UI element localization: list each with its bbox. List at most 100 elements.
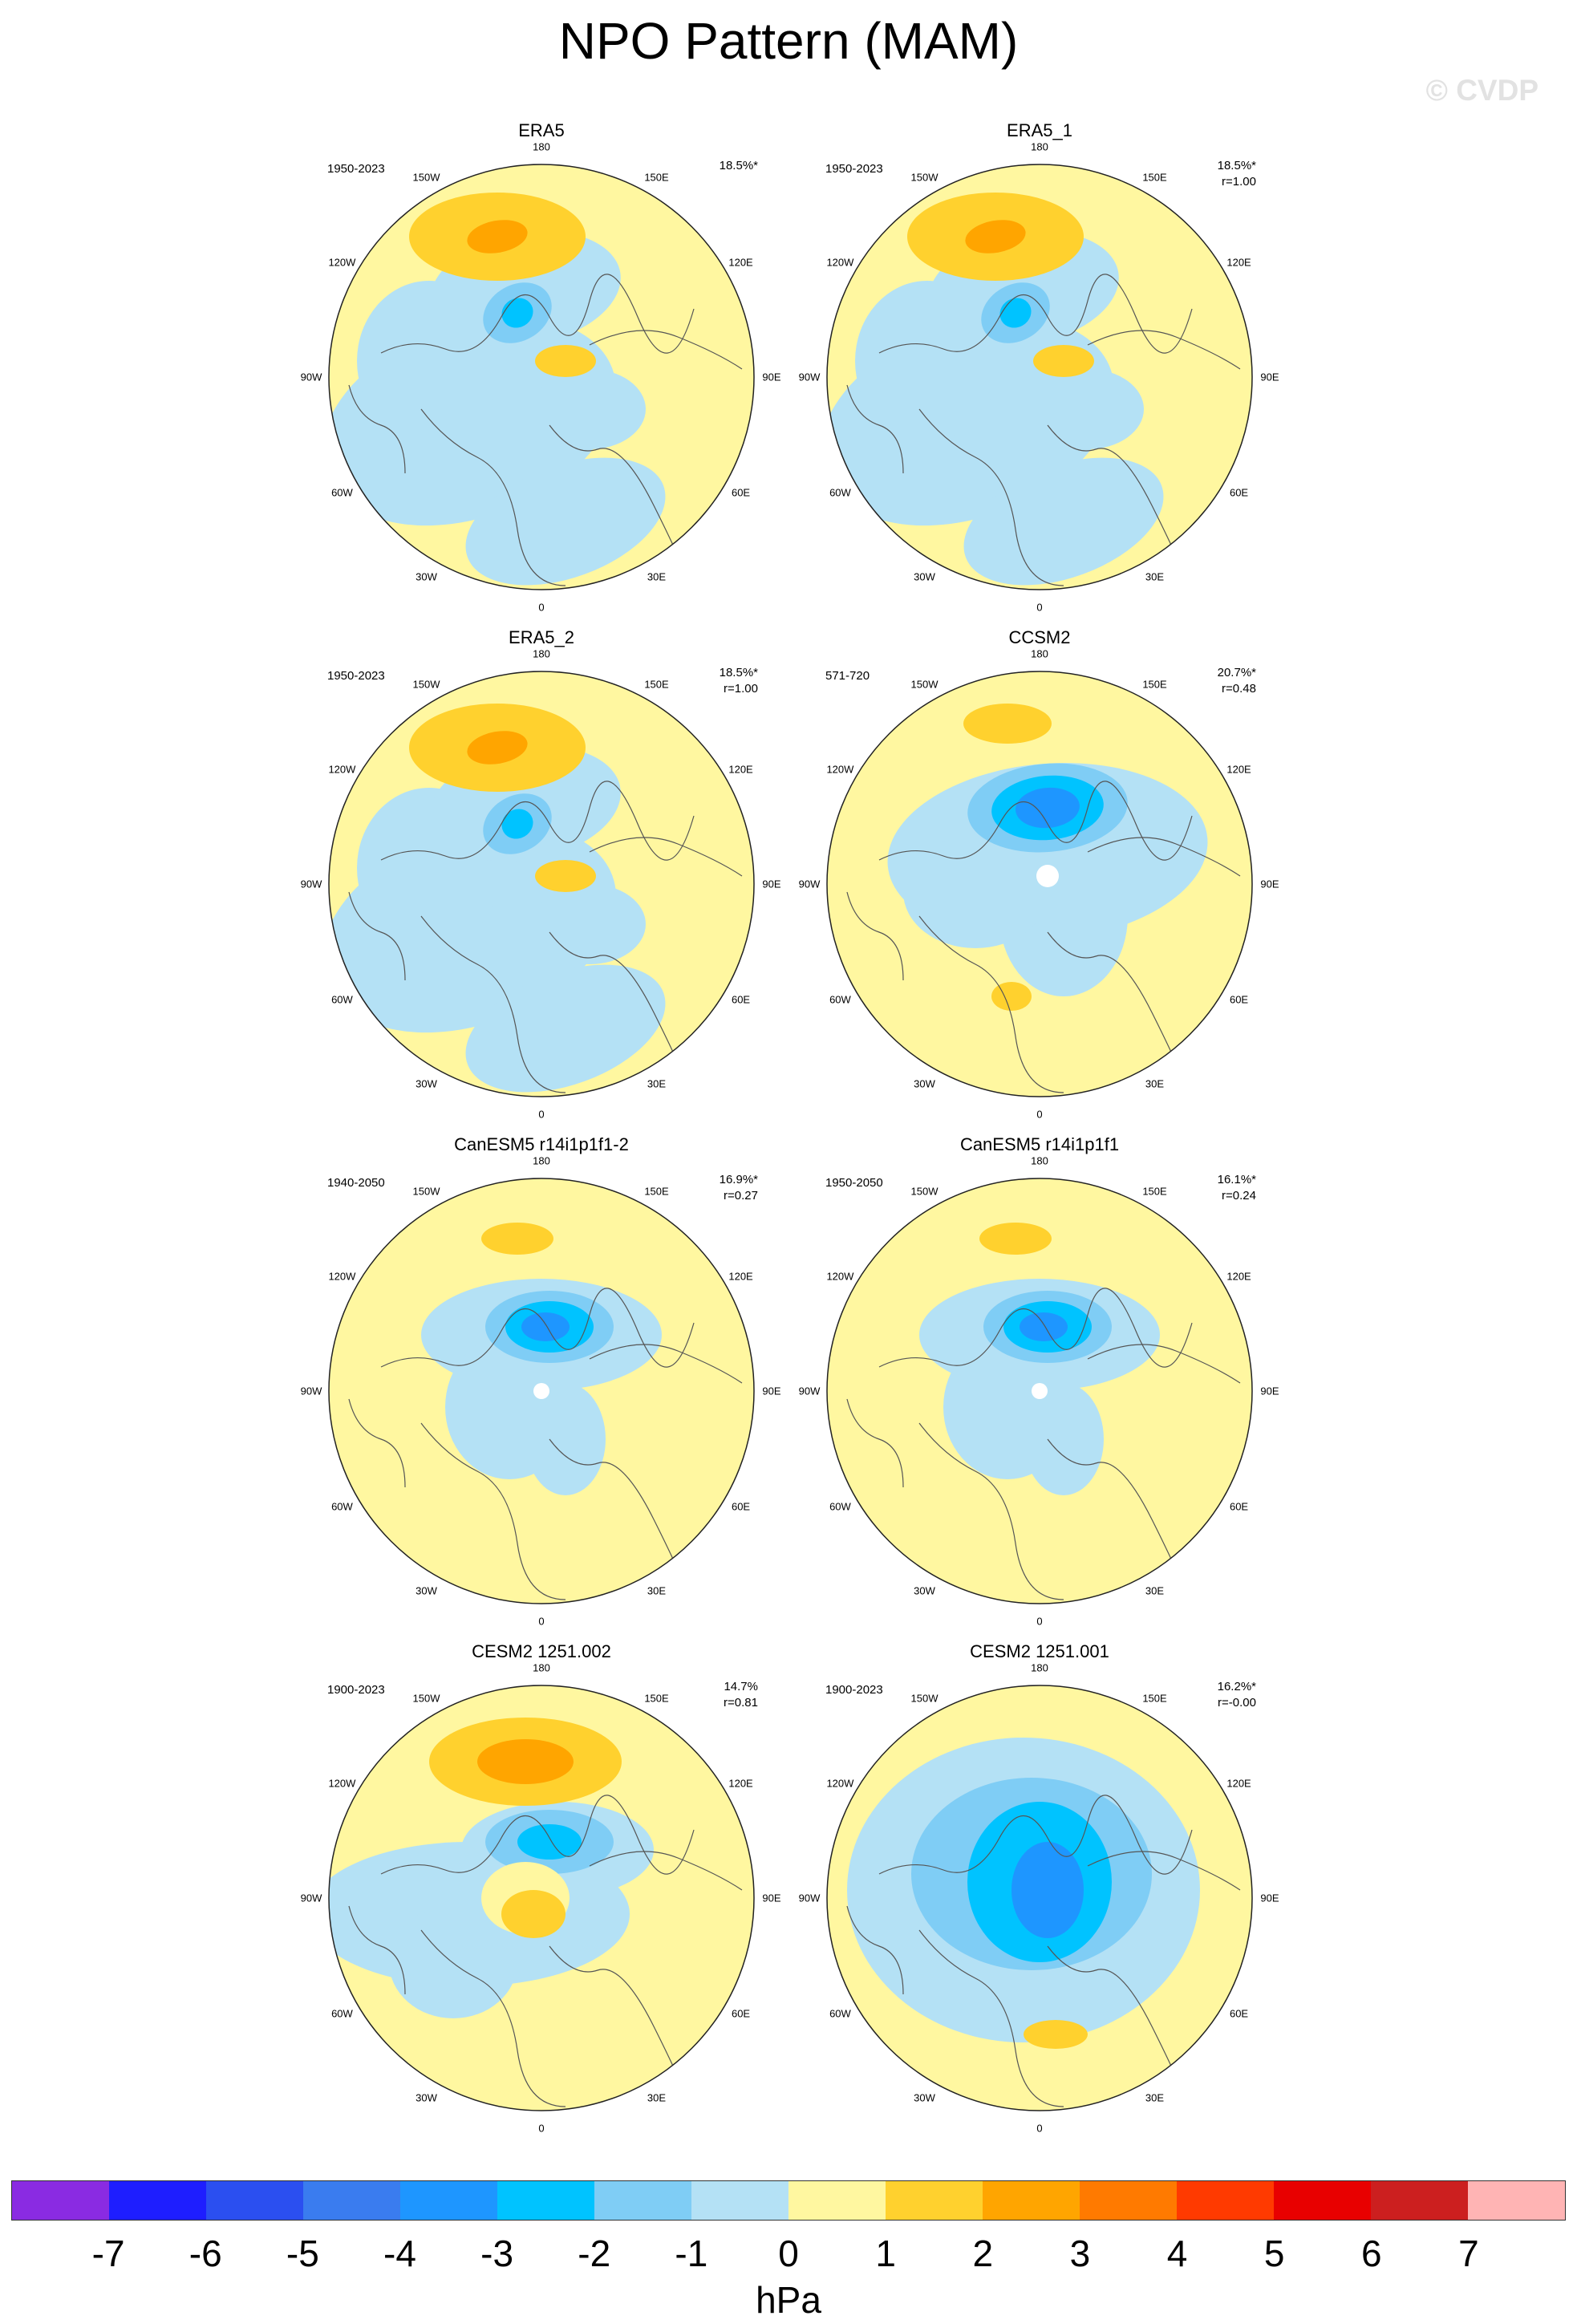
panel-variance: 20.7%* bbox=[1217, 666, 1256, 679]
longitude-label: 60W bbox=[331, 486, 353, 498]
longitude-label: 0 bbox=[538, 1108, 545, 1121]
longitude-label: 150W bbox=[412, 1692, 440, 1705]
longitude-label: 120W bbox=[328, 1777, 356, 1789]
colorbar-tick-label: 6 bbox=[1360, 2233, 1382, 2274]
main-title: NPO Pattern (MAM) bbox=[558, 12, 1019, 70]
longitude-label: 90W bbox=[300, 1385, 322, 1397]
colorbar-box bbox=[1177, 2181, 1274, 2220]
longitude-label: 120W bbox=[826, 1270, 854, 1282]
longitude-label: 30W bbox=[914, 1584, 935, 1597]
polar-map bbox=[328, 671, 755, 1097]
map-panel: CanESM5 r14i1p1f1 1950-2050 16.1%* r=0.24 1… bbox=[788, 1014, 1577, 1628]
longitude-label: 180 bbox=[1031, 1154, 1048, 1167]
panel-title: ERA5_1 bbox=[1007, 120, 1072, 140]
colorbar-tick-label: -4 bbox=[383, 2233, 416, 2274]
longitude-label: 180 bbox=[1031, 647, 1048, 660]
longitude-label: 30W bbox=[914, 1077, 935, 1090]
panel-years: 1950-2050 bbox=[825, 1176, 883, 1190]
longitude-label: 30W bbox=[416, 2091, 437, 2104]
longitude-label: 0 bbox=[1036, 601, 1043, 614]
longitude-label: 60W bbox=[829, 2007, 851, 2019]
colorbar-tick-label: 5 bbox=[1263, 2233, 1285, 2274]
longitude-label: 120E bbox=[728, 763, 753, 775]
longitude-label: 30E bbox=[1145, 1077, 1165, 1090]
panel-years: 1900-2023 bbox=[825, 1683, 883, 1697]
longitude-label: 60E bbox=[1229, 993, 1249, 1005]
longitude-label: 90W bbox=[798, 1892, 821, 1904]
colorbar-unit: hPa bbox=[756, 2279, 821, 2321]
colorbar-tick-label: -7 bbox=[91, 2233, 125, 2274]
longitude-label: 120W bbox=[328, 763, 356, 775]
longitude-label: 0 bbox=[1036, 2122, 1043, 2135]
longitude-label: 30E bbox=[647, 1584, 667, 1597]
polar-map bbox=[328, 1685, 755, 2111]
longitude-label: 90E bbox=[762, 1385, 781, 1397]
longitude-label: 150E bbox=[644, 678, 669, 691]
colorbar-box bbox=[886, 2181, 983, 2220]
longitude-label: 90W bbox=[798, 1385, 821, 1397]
longitude-label: 180 bbox=[533, 140, 550, 153]
longitude-label: 120W bbox=[826, 763, 854, 775]
longitude-label: 120E bbox=[728, 256, 753, 268]
colorbar-box bbox=[691, 2181, 788, 2220]
colorbar-box bbox=[1274, 2181, 1371, 2220]
polar-map bbox=[328, 164, 755, 590]
colorbar-tick-label: -3 bbox=[480, 2233, 514, 2274]
colorbar-box bbox=[303, 2181, 400, 2220]
longitude-label: 150W bbox=[412, 678, 440, 691]
panel-years: 571-720 bbox=[825, 669, 870, 683]
colorbar-tick-label: -2 bbox=[578, 2233, 611, 2274]
longitude-label: 30E bbox=[1145, 2091, 1165, 2104]
longitude-label: 30W bbox=[416, 570, 437, 583]
map-panel: CCSM2 571-720 20.7%* r=0.48 180 150E 120E 90E 6… bbox=[788, 507, 1577, 1121]
colorbar-tick-label: 2 bbox=[972, 2233, 994, 2274]
colorbar-box bbox=[983, 2181, 1080, 2220]
colorbar-box bbox=[497, 2181, 594, 2220]
longitude-label: 60W bbox=[829, 1500, 851, 1512]
panel-correlation: r=0.48 bbox=[1222, 682, 1256, 696]
longitude-label: 60E bbox=[1229, 2007, 1249, 2019]
longitude-label: 60E bbox=[731, 486, 751, 498]
panel-variance: 18.5%* bbox=[719, 666, 758, 679]
longitude-label: 0 bbox=[1036, 1108, 1043, 1121]
colorbar-box bbox=[788, 2181, 886, 2220]
longitude-label: 180 bbox=[533, 647, 550, 660]
longitude-label: 60W bbox=[331, 1500, 353, 1512]
panel-title: CanESM5 r14i1p1f1-2 bbox=[454, 1134, 629, 1154]
longitude-label: 30W bbox=[416, 1077, 437, 1090]
longitude-label: 120W bbox=[328, 256, 356, 268]
panel-years: 1900-2023 bbox=[327, 1683, 385, 1697]
panel-variance: 16.9%* bbox=[719, 1173, 758, 1186]
longitude-label: 90E bbox=[1260, 878, 1279, 890]
panel-title: ERA5_2 bbox=[509, 627, 574, 647]
longitude-label: 120W bbox=[328, 1270, 356, 1282]
panel-variance: 18.5%* bbox=[1217, 159, 1256, 172]
polar-map bbox=[826, 1685, 1253, 2111]
longitude-label: 90W bbox=[798, 878, 821, 890]
longitude-label: 0 bbox=[538, 1615, 545, 1628]
longitude-label: 60W bbox=[829, 993, 851, 1005]
longitude-label: 150E bbox=[1142, 171, 1167, 184]
colorbar bbox=[11, 2180, 1566, 2221]
panel-title: CCSM2 bbox=[1008, 627, 1071, 647]
longitude-label: 120E bbox=[1226, 256, 1251, 268]
longitude-label: 150W bbox=[910, 678, 938, 691]
colorbar-box bbox=[400, 2181, 497, 2220]
longitude-label: 30W bbox=[914, 570, 935, 583]
polar-map bbox=[826, 1178, 1253, 1604]
colorbar-box bbox=[206, 2181, 303, 2220]
longitude-label: 90W bbox=[798, 371, 821, 383]
panel-years: 1950-2023 bbox=[327, 162, 385, 176]
colorbar-tick-label: 7 bbox=[1458, 2233, 1479, 2274]
panel-years: 1950-2023 bbox=[825, 162, 883, 176]
panel-correlation: r=1.00 bbox=[1222, 175, 1256, 189]
longitude-label: 30W bbox=[914, 2091, 935, 2104]
colorbar-box bbox=[1371, 2181, 1468, 2220]
longitude-label: 60E bbox=[731, 2007, 751, 2019]
panel-title: CanESM5 r14i1p1f1 bbox=[959, 1134, 1120, 1154]
longitude-label: 0 bbox=[538, 2122, 545, 2135]
longitude-label: 150E bbox=[1142, 1185, 1167, 1198]
panel-title: CESM2 1251.001 bbox=[970, 1641, 1109, 1661]
longitude-label: 150W bbox=[910, 171, 938, 184]
longitude-label: 30E bbox=[1145, 1584, 1165, 1597]
